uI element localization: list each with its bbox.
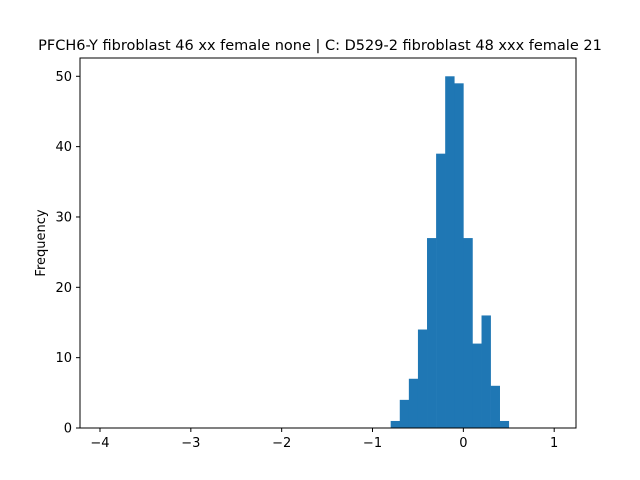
axes-frame: [79, 57, 577, 429]
y-tick-label: 0: [64, 422, 72, 437]
y-tick-label: 10: [55, 351, 72, 366]
histogram-bars: [390, 76, 510, 429]
y-axis-label: Frequency: [34, 209, 49, 276]
histogram-bar: [436, 153, 446, 428]
histogram-bar: [454, 83, 464, 429]
y-tick-label: 30: [55, 210, 72, 225]
x-tick-label: −2: [272, 436, 291, 451]
histogram-bar: [408, 378, 419, 428]
histogram-bar: [481, 315, 491, 428]
y-tick-label: 50: [55, 70, 72, 85]
y-tick-label: 40: [55, 140, 72, 155]
x-tick-label: 0: [459, 436, 467, 451]
histogram-bar: [399, 399, 410, 428]
x-tick-label: −4: [90, 436, 109, 451]
y-tick-label: 20: [55, 281, 72, 296]
x-tick-label: −3: [181, 436, 200, 451]
histogram-bar: [490, 385, 500, 428]
y-axis: 0 10 20 30 40 50: [55, 70, 80, 437]
x-tick-label: −1: [363, 436, 382, 451]
histogram-bar: [463, 238, 473, 428]
histogram-bar: [445, 76, 455, 428]
histogram-bar: [499, 420, 510, 428]
histogram-bar: [417, 329, 428, 428]
histogram-bar: [427, 238, 437, 428]
x-tick-label: 1: [550, 436, 558, 451]
histogram-bar: [472, 343, 482, 428]
histogram-bar: [390, 420, 401, 428]
x-axis: −4 −3 −2 −1 0 1: [90, 428, 558, 451]
chart-title: PFCH6-Y fibroblast 46 xx female none | C…: [38, 38, 602, 54]
